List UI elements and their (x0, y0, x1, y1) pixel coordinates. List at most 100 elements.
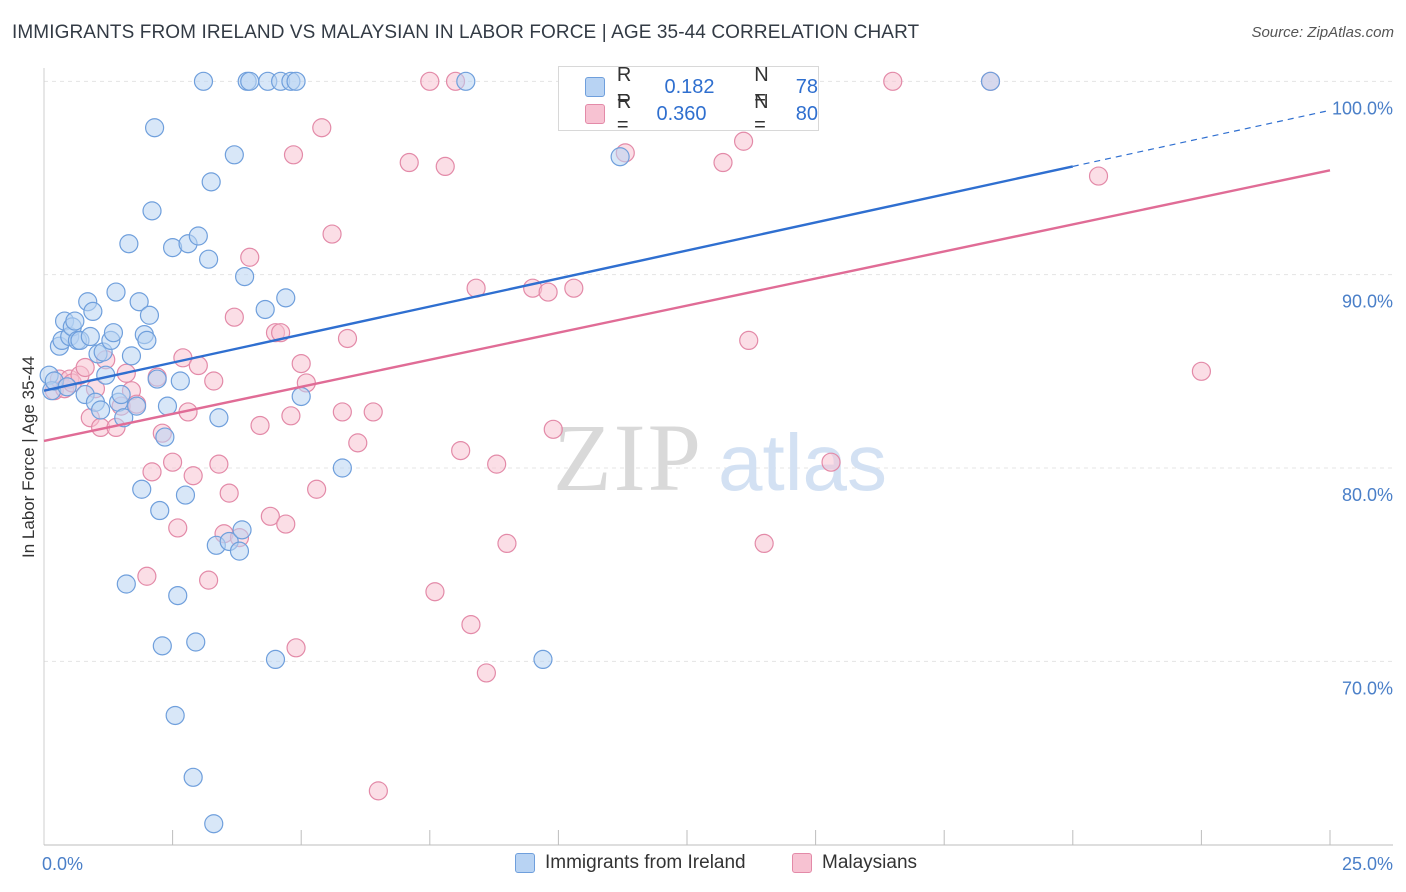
legend-n-value-ireland: 78 (795, 75, 819, 98)
malaysian-point (883, 71, 903, 91)
malaysian-point (137, 566, 157, 586)
ireland-point (201, 172, 221, 192)
ireland-point (152, 636, 172, 656)
malaysian-point (476, 663, 496, 683)
malaysian-point (209, 454, 229, 474)
ireland-point (121, 346, 142, 366)
malaysian-point (564, 278, 584, 298)
ireland-point (111, 384, 131, 405)
ireland-point (103, 323, 124, 343)
ireland-point (170, 371, 190, 391)
legend-n-label: N = (754, 91, 769, 136)
y-tick-label: 70.0% (1342, 678, 1393, 698)
malaysian-point (435, 156, 455, 176)
watermark: ZIP atlas (553, 404, 887, 511)
trend-line-malaysians (43, 169, 1331, 443)
malaysian-point (142, 462, 162, 482)
ireland-point (332, 458, 352, 478)
ireland-point (139, 305, 160, 325)
ireland-point (276, 288, 296, 308)
ireland-point (229, 541, 250, 561)
ireland-point (188, 226, 208, 246)
malaysian-point (260, 506, 280, 526)
ireland-point (183, 767, 203, 787)
malaysian-point (224, 307, 244, 327)
ireland-point (199, 249, 219, 269)
ireland-point (175, 485, 196, 505)
bottom-legend-ireland[interactable]: Immigrants from Ireland (515, 852, 746, 874)
ireland-point (610, 147, 630, 167)
legend-row-malaysians: R = 0.360 N = 80 (585, 91, 818, 136)
ireland-point (209, 408, 229, 428)
legend-n-label: N = (754, 64, 769, 109)
axes (43, 68, 1393, 846)
malaysian-point (538, 282, 558, 302)
malaysian-point (322, 224, 342, 244)
bottom-legend-swatch-ireland (515, 853, 535, 873)
malaysian-point (291, 354, 311, 374)
malaysian-point (337, 328, 358, 349)
ireland-point (265, 649, 286, 670)
malaysian-point (332, 402, 352, 422)
malaysian-point (183, 466, 203, 486)
malaysian-point (368, 781, 388, 801)
malaysian-point (286, 638, 306, 658)
legend-row-ireland: R = 0.182 N = 78 (585, 64, 819, 109)
legend-r-value-malaysians: 0.360 (656, 102, 707, 125)
malaysian-point (420, 71, 440, 91)
ireland-point (456, 71, 476, 91)
malaysian-point (250, 415, 270, 436)
ireland-point (240, 71, 260, 91)
malaysian-point (451, 441, 471, 461)
ireland-point (193, 71, 214, 91)
x-tick-labels: 0.0% 25.0% (42, 854, 1393, 874)
ireland-point (147, 369, 167, 389)
watermark-zip: ZIP (553, 404, 703, 511)
ireland-point (150, 500, 170, 521)
source-label: Source: ZipAtlas.com (1251, 24, 1394, 41)
ireland-point (204, 814, 224, 834)
ireland-point (980, 71, 1001, 91)
legend-swatch-ireland (585, 77, 605, 97)
legend-swatch-malaysians (585, 104, 605, 124)
ireland-point (132, 479, 152, 499)
y-tick-label: 100.0% (1332, 98, 1393, 118)
ireland-point (116, 574, 136, 594)
ireland-point (286, 71, 306, 91)
malaysian-point (199, 570, 219, 590)
malaysian-point (713, 152, 733, 173)
malaysian-point (425, 582, 445, 602)
ireland-point (235, 267, 255, 287)
series-ireland-points (39, 71, 1001, 834)
trend-line-ireland-extension (1072, 109, 1331, 167)
trend-lines (43, 109, 1331, 443)
legend-r-label: R = (616, 91, 632, 136)
legend-r-label: R = (616, 64, 632, 109)
malaysian-point (461, 614, 481, 635)
malaysian-point (219, 483, 239, 503)
malaysian-point (543, 419, 563, 439)
malaysian-point (283, 145, 304, 165)
ireland-point (129, 292, 149, 312)
chart-title: IMMIGRANTS FROM IRELAND VS MALAYSIAN IN … (12, 22, 920, 43)
x-tick-label-max: 25.0% (1342, 854, 1393, 874)
ireland-point (126, 396, 147, 416)
ireland-point (144, 118, 165, 138)
malaysian-point (363, 402, 383, 422)
malaysian-point (163, 452, 183, 472)
malaysian-point (348, 433, 368, 453)
ireland-point (137, 330, 157, 350)
ireland-point (291, 386, 311, 407)
ireland-point (186, 632, 206, 652)
ireland-point (165, 705, 185, 726)
legend-n-value-malaysians: 80 (795, 102, 818, 125)
bottom-legend-malaysians[interactable]: Malaysians (792, 852, 917, 874)
y-tick-labels: 70.0% 80.0% 90.0% 100.0% (1332, 98, 1393, 698)
y-tick-label: 90.0% (1342, 292, 1393, 312)
malaysian-point (754, 533, 774, 554)
ireland-point (255, 299, 275, 320)
malaysian-point (240, 247, 260, 267)
ireland-point (232, 520, 252, 540)
malaysian-point (307, 479, 327, 499)
ireland-point (142, 201, 162, 221)
